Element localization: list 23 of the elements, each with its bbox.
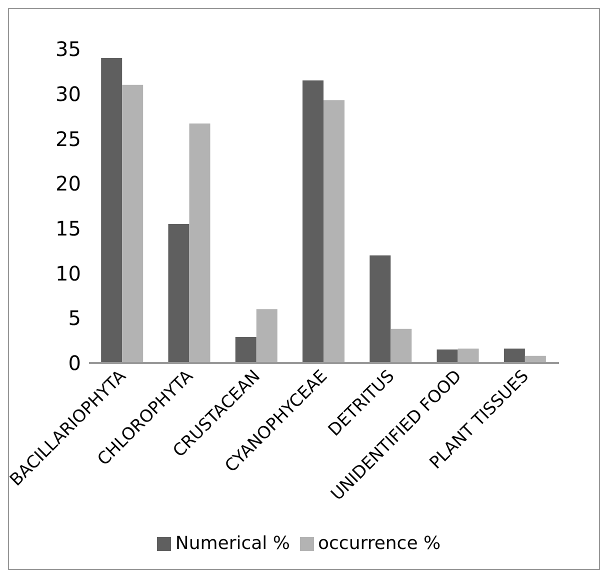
bar	[235, 336, 256, 363]
bar	[101, 58, 122, 363]
bar	[458, 348, 479, 363]
bar	[504, 348, 525, 363]
bar	[168, 224, 190, 363]
y-tick-label: 20	[56, 172, 81, 196]
y-tick-label: 10	[56, 261, 81, 286]
y-tick-label: 25	[56, 126, 81, 151]
legend-label: occurrence %	[318, 533, 441, 554]
bar	[189, 123, 210, 363]
y-tick-label: 5	[68, 306, 81, 330]
legend-label: Numerical %	[175, 533, 290, 554]
bar	[256, 309, 278, 363]
y-tick-label: 35	[56, 37, 81, 62]
y-tick-label: 30	[56, 82, 81, 106]
bar	[302, 80, 324, 363]
bar	[122, 84, 144, 363]
bar	[436, 350, 458, 363]
y-tick-label: 0	[68, 351, 81, 376]
bar	[390, 328, 412, 363]
bar	[324, 100, 345, 363]
bar	[370, 255, 391, 363]
y-tick-label: 15	[56, 216, 81, 241]
